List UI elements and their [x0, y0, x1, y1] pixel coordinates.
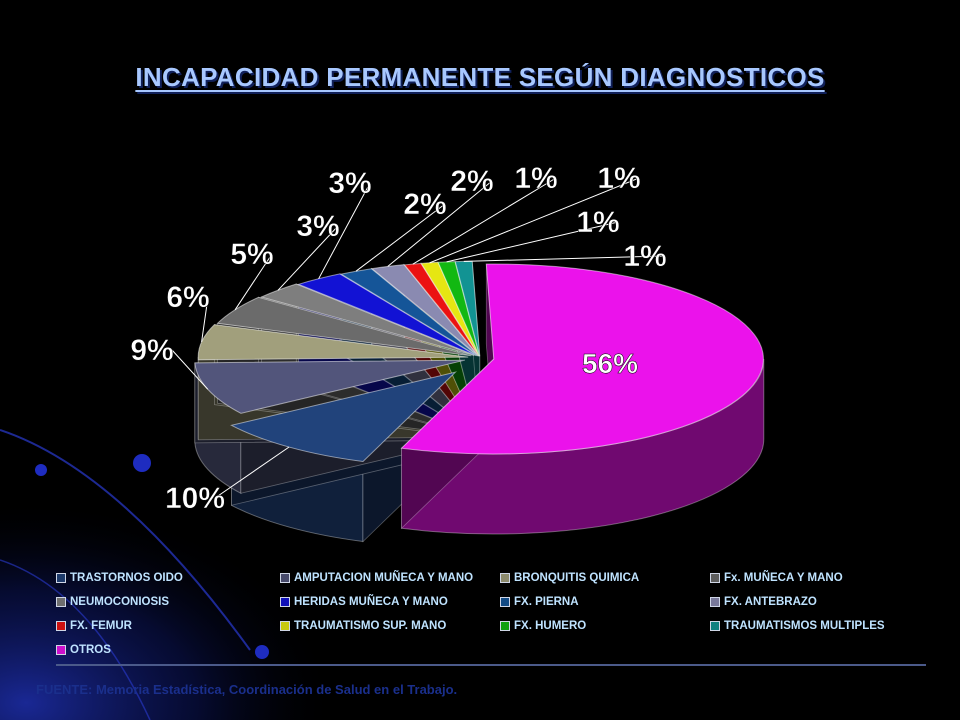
legend-item: BRONQUITIS QUIMICA: [500, 566, 710, 590]
source-note: FUENTE: Memoria Estadística, Coordinació…: [36, 682, 458, 697]
slice-label-7: 2%: [450, 165, 493, 198]
legend-label: NEUMOCONIOSIS: [70, 596, 170, 608]
legend-swatch: [280, 573, 290, 583]
chart-legend: TRASTORNOS OIDO AMPUTACION MUÑECA Y MANO B…: [56, 566, 926, 666]
legend-swatch: [710, 573, 720, 583]
legend-swatch: [710, 597, 720, 607]
pie-labels: 10%9%6%5%3%3%2%2% 1% 1%1%1%56%: [130, 162, 667, 516]
legend-swatch: [500, 597, 510, 607]
leader-line-11: [463, 255, 666, 262]
leader-line-0: [214, 446, 290, 499]
leader-line-1: [171, 349, 209, 390]
legend-item: FX. HUMERO: [500, 614, 710, 638]
leader-line-3: [234, 253, 273, 311]
leader-line-5: [318, 182, 371, 280]
legend-label: Fx. MUÑECA Y MANO: [724, 572, 843, 584]
legend-swatch: [56, 597, 66, 607]
legend-swatch: [56, 573, 66, 583]
leader-line-6: [355, 203, 446, 272]
slice-label-3: 5%: [230, 238, 273, 271]
pie-tops: [194, 260, 764, 463]
legend-item: NEUMOCONIOSIS: [56, 590, 280, 614]
legend-swatch: [280, 597, 290, 607]
legend-label: HERIDAS MUÑECA Y MANO: [294, 596, 448, 608]
legend-label: TRAUMATISMO SUP. MANO: [294, 620, 447, 632]
legend-label: AMPUTACION MUÑECA Y MANO: [294, 572, 474, 584]
legend-item: FX. PIERNA: [500, 590, 710, 614]
slice-label-11: 1%: [623, 240, 666, 273]
slice-label-9: 1%: [597, 162, 640, 195]
leader-line-8: [412, 177, 557, 265]
leader-line-10: [446, 221, 619, 263]
legend-item: FX. ANTEBRAZO: [710, 590, 926, 614]
slice-label-5: 3%: [328, 167, 371, 200]
slice-label-6: 2%: [403, 188, 446, 221]
slice-label-2: 6%: [166, 281, 209, 314]
legend-label: FX. HUMERO: [514, 620, 587, 632]
legend-swatch: [500, 573, 510, 583]
legend-label: FX. ANTEBRAZO: [724, 596, 817, 608]
legend-item: FX. FEMUR: [56, 614, 280, 638]
legend-label: FX. FEMUR: [70, 620, 132, 632]
legend-item: TRAUMATISMOS MULTIPLES: [710, 614, 926, 638]
legend-label: TRAUMATISMOS MULTIPLES: [724, 620, 885, 632]
slice-12: [400, 263, 764, 455]
legend-label: BRONQUITIS QUIMICA: [514, 572, 640, 584]
leader-line-9: [429, 177, 640, 264]
legend-item: OTROS: [56, 638, 280, 662]
chart-title: INCAPACIDAD PERMANENTE SEGÚN DIAGNOSTICO…: [135, 62, 825, 92]
legend-swatch: [280, 621, 290, 631]
slice-label-10: 1%: [576, 206, 619, 239]
legend-item: TRASTORNOS OIDO: [56, 566, 280, 590]
legend-item: Fx. MUÑECA Y MANO: [710, 566, 926, 590]
leader-line-2: [201, 296, 209, 342]
legend-item: HERIDAS MUÑECA Y MANO: [280, 590, 500, 614]
legend-label: OTROS: [70, 644, 111, 656]
legend-swatch: [56, 645, 66, 655]
slice-2: [197, 324, 469, 361]
legend-label: FX. PIERNA: [514, 596, 579, 608]
slice-label-8: 1%: [514, 162, 557, 195]
leader-line-4: [277, 225, 339, 291]
legend-swatch: [710, 621, 720, 631]
legend-swatch: [500, 621, 510, 631]
legend-item: TRAUMATISMO SUP. MANO: [280, 614, 500, 638]
slice-label-12: 56%: [582, 348, 638, 379]
slice-label-0: 10%: [165, 482, 225, 515]
slice-1: [194, 359, 465, 414]
legend-item: AMPUTACION MUÑECA Y MANO: [280, 566, 500, 590]
slice-0: [230, 371, 458, 463]
legend-swatch: [56, 621, 66, 631]
label-leaders: [171, 177, 666, 499]
slice-label-4: 3%: [296, 210, 339, 243]
legend-label: TRASTORNOS OIDO: [70, 572, 183, 584]
slice-label-1: 9%: [130, 334, 173, 367]
leader-line-7: [387, 180, 493, 267]
